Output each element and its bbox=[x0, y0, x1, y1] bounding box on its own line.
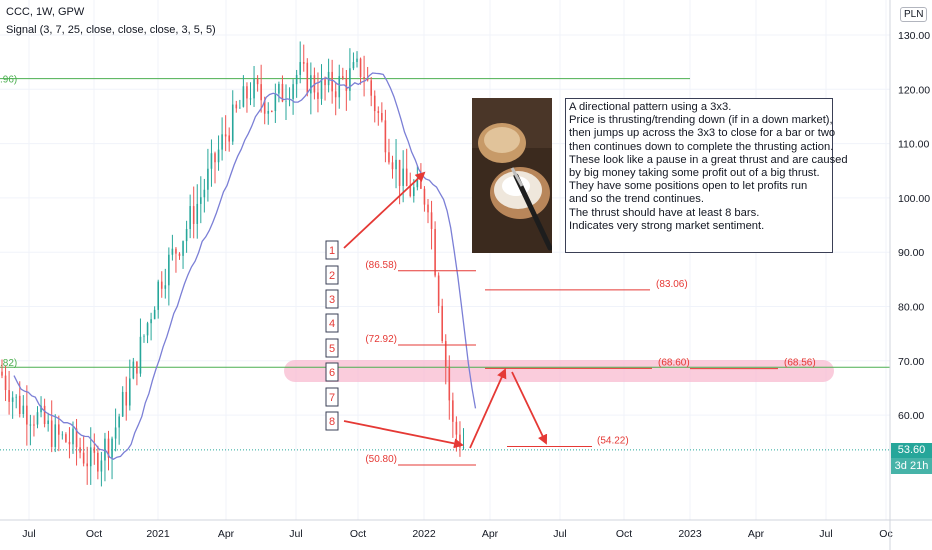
price-tick: 60.00 bbox=[898, 410, 924, 422]
time-tick: Oct bbox=[86, 528, 102, 540]
time-tick: 2021 bbox=[146, 528, 170, 540]
time-tick: Oct bbox=[616, 528, 632, 540]
price-tick: 80.00 bbox=[898, 302, 924, 314]
price-tick: 130.00 bbox=[898, 30, 930, 42]
bread-photo bbox=[472, 98, 552, 253]
signal-line bbox=[13, 72, 477, 460]
count-label: 3 bbox=[329, 294, 335, 306]
count-box bbox=[325, 265, 339, 285]
candles bbox=[1, 41, 465, 487]
thrust-arrow bbox=[511, 371, 548, 445]
time-tick: Apr bbox=[218, 528, 235, 540]
note-line: These look like a pause in a great thrus… bbox=[569, 153, 848, 166]
level-label: (68.60) bbox=[658, 357, 690, 368]
pattern-note: A directional pattern using a 3x3. Price… bbox=[565, 98, 848, 253]
level-label-left: .96) bbox=[0, 75, 17, 86]
count-box bbox=[325, 387, 339, 407]
level-label: (54.22) bbox=[597, 435, 629, 446]
time-tick: 2022 bbox=[412, 528, 436, 540]
time-tick: Oct bbox=[350, 528, 366, 540]
note-line: They have some positions open to let pro… bbox=[569, 180, 808, 193]
count-label: 8 bbox=[329, 416, 335, 428]
price-tick: 90.00 bbox=[898, 247, 924, 259]
count-box bbox=[325, 338, 339, 358]
thrust-arrow bbox=[469, 368, 507, 449]
time-tick: Jul bbox=[553, 528, 566, 540]
symbol-title: CCC, 1W, GPW bbox=[6, 6, 85, 18]
note-line: A directional pattern using a 3x3. bbox=[569, 101, 732, 113]
time-tick: Apr bbox=[748, 528, 765, 540]
level-lines: .96) .82) bbox=[0, 75, 890, 451]
thrust-arrow bbox=[343, 420, 464, 449]
grid bbox=[0, 0, 890, 520]
countdown-label: 3d 21h bbox=[891, 458, 932, 474]
level-label: (83.06) bbox=[656, 279, 688, 290]
currency-badge[interactable]: PLN bbox=[900, 7, 928, 22]
note-line: then jumps up across the 3x3 to close fo… bbox=[569, 127, 836, 140]
note-line: then continues down to complete the thru… bbox=[569, 140, 834, 153]
count-box bbox=[325, 313, 339, 333]
level-label: (86.58) bbox=[365, 260, 397, 271]
indicator-title[interactable]: Signal (3, 7, 25, close, close, close, 3… bbox=[6, 24, 216, 36]
note-line: Price is thrusting/trending down (if in … bbox=[569, 114, 833, 127]
count-box bbox=[325, 240, 339, 260]
time-tick: Jul bbox=[22, 528, 35, 540]
annotations: 1 2 3 4 5 6 7 8 (86.58) (72.92) (50.80) (83.06) (68.… bbox=[325, 171, 816, 466]
price-tick: 70.00 bbox=[898, 356, 924, 368]
level-label: (50.80) bbox=[365, 454, 397, 465]
count-label: 6 bbox=[329, 367, 335, 379]
level-label: (68.56) bbox=[784, 358, 816, 369]
count-label: 5 bbox=[329, 343, 335, 355]
price-tick: 100.00 bbox=[898, 193, 930, 205]
price-tick: 120.00 bbox=[898, 84, 930, 96]
level-label: (72.92) bbox=[365, 334, 397, 345]
thrust-arrow bbox=[343, 171, 426, 249]
time-tick: Jul bbox=[289, 528, 302, 540]
count-label: 7 bbox=[329, 392, 335, 404]
count-label: 1 bbox=[329, 245, 335, 257]
level-label-left: .82) bbox=[0, 358, 17, 369]
price-tick: 110.00 bbox=[898, 139, 929, 151]
count-box bbox=[325, 411, 339, 431]
count-label: 4 bbox=[329, 318, 335, 330]
count-box bbox=[325, 362, 339, 382]
count-box bbox=[325, 289, 339, 309]
note-line: Indicates very strong market sentiment. bbox=[569, 219, 765, 232]
note-line: by big money taking some profit out of a… bbox=[569, 167, 820, 180]
time-tick: Oc bbox=[879, 528, 892, 540]
time-tick: 2023 bbox=[678, 528, 702, 540]
time-tick: Jul bbox=[819, 528, 832, 540]
time-tick: Apr bbox=[482, 528, 499, 540]
highlight-zone bbox=[284, 360, 834, 382]
count-label: 2 bbox=[329, 270, 335, 282]
note-line: The thrust should have at least 8 bars. bbox=[569, 206, 760, 219]
note-line: and so the trend continues. bbox=[569, 193, 704, 206]
current-price-label: 53.60 bbox=[891, 443, 932, 458]
